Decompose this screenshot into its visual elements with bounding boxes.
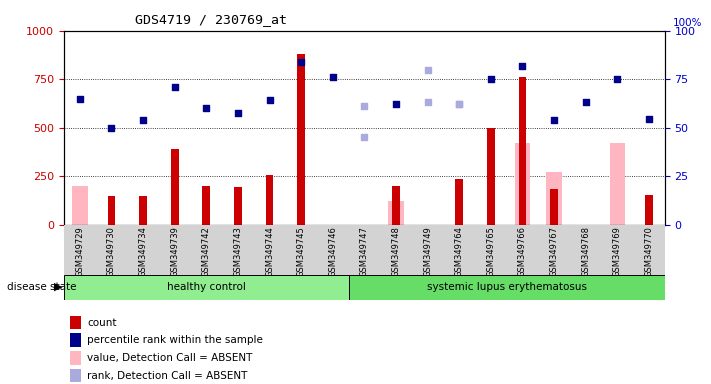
Text: GSM349748: GSM349748	[392, 226, 400, 277]
Bar	[388, 201, 404, 225]
Bar	[234, 187, 242, 225]
Point	[74, 96, 85, 102]
Text: GSM349739: GSM349739	[170, 226, 179, 277]
Point	[358, 134, 370, 141]
Bar	[64, 275, 348, 300]
Bar	[70, 351, 81, 365]
Bar	[72, 186, 87, 225]
Point	[358, 103, 370, 109]
Bar	[550, 189, 558, 225]
Text: GSM349746: GSM349746	[328, 226, 337, 277]
Text: healthy control: healthy control	[167, 282, 246, 292]
Text: GSM349743: GSM349743	[233, 226, 242, 277]
Bar	[518, 77, 526, 225]
Point	[169, 84, 181, 90]
Text: GSM349744: GSM349744	[265, 226, 274, 277]
Text: ▶: ▶	[54, 282, 63, 292]
Bar	[455, 179, 463, 225]
Text: GSM349768: GSM349768	[581, 226, 590, 277]
Point	[232, 110, 244, 116]
Point	[454, 101, 465, 108]
Bar	[392, 186, 400, 225]
Bar	[645, 195, 653, 225]
Text: GSM349745: GSM349745	[296, 226, 306, 277]
Point	[517, 63, 528, 69]
Text: GSM349749: GSM349749	[423, 226, 432, 277]
Bar	[487, 128, 495, 225]
Bar	[297, 54, 305, 225]
Bar	[107, 195, 115, 225]
Text: GSM349769: GSM349769	[613, 226, 622, 277]
Text: percentile rank within the sample: percentile rank within the sample	[87, 335, 263, 345]
Point	[390, 101, 402, 108]
Text: value, Detection Call = ABSENT: value, Detection Call = ABSENT	[87, 353, 252, 363]
Text: GSM349734: GSM349734	[139, 226, 148, 277]
Point	[643, 116, 655, 122]
Point	[264, 96, 275, 103]
Text: GSM349729: GSM349729	[75, 226, 85, 277]
Text: GSM349742: GSM349742	[202, 226, 210, 277]
Point	[137, 117, 149, 123]
Bar	[139, 195, 147, 225]
Bar	[266, 175, 274, 225]
Bar	[171, 149, 178, 225]
Bar	[546, 172, 562, 225]
Text: GSM349767: GSM349767	[550, 226, 559, 277]
Bar	[203, 186, 210, 225]
Point	[611, 76, 623, 82]
Text: 100%: 100%	[673, 18, 702, 28]
Point	[296, 59, 307, 65]
Point	[106, 125, 117, 131]
Bar	[70, 333, 81, 347]
Bar	[70, 316, 81, 329]
Point	[422, 98, 433, 104]
Text: GSM349766: GSM349766	[518, 226, 527, 277]
Bar	[515, 143, 530, 225]
Bar	[70, 369, 81, 382]
Text: count: count	[87, 318, 117, 328]
Bar	[348, 275, 665, 300]
Text: GSM349730: GSM349730	[107, 226, 116, 277]
Text: GSM349747: GSM349747	[360, 226, 369, 277]
Bar	[609, 143, 625, 225]
Point	[548, 117, 560, 123]
Text: rank, Detection Call = ABSENT: rank, Detection Call = ABSENT	[87, 371, 247, 381]
Point	[201, 105, 212, 111]
Point	[422, 66, 433, 73]
Text: GSM349770: GSM349770	[644, 226, 653, 277]
Point	[580, 99, 592, 106]
Point	[485, 76, 496, 82]
Text: GSM349765: GSM349765	[486, 226, 496, 277]
Text: GSM349764: GSM349764	[455, 226, 464, 277]
Text: disease state: disease state	[7, 282, 77, 292]
Text: systemic lupus erythematosus: systemic lupus erythematosus	[427, 282, 587, 292]
Text: GDS4719 / 230769_at: GDS4719 / 230769_at	[135, 13, 287, 26]
Point	[454, 101, 465, 108]
Point	[327, 74, 338, 80]
